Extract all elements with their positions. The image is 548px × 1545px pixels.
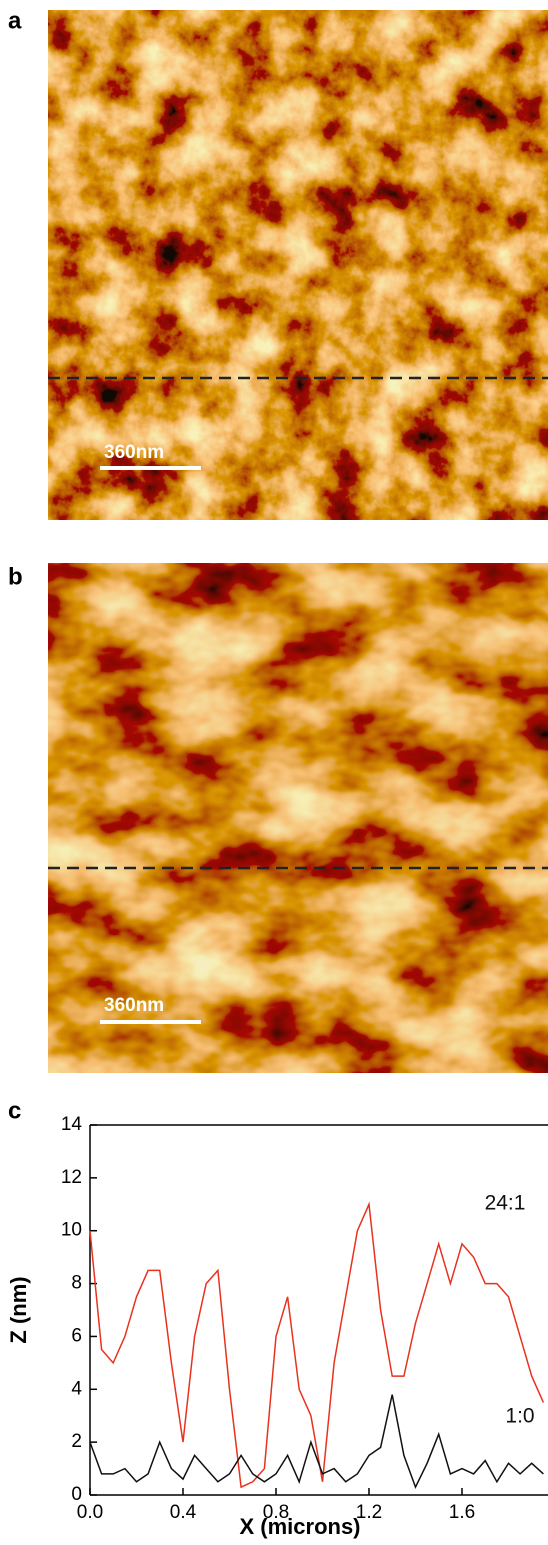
panel-label: b bbox=[8, 563, 23, 590]
series-label: 24:1 bbox=[485, 1192, 526, 1215]
y-tick-label: 8 bbox=[71, 1273, 82, 1294]
series-label: 1:0 bbox=[505, 1405, 534, 1428]
x-tick-label: 1.2 bbox=[356, 1502, 382, 1523]
scale-bar bbox=[100, 466, 201, 470]
line-series bbox=[90, 1395, 543, 1488]
panel-label: a bbox=[8, 7, 22, 34]
x-tick-label: 0.8 bbox=[263, 1502, 289, 1523]
y-axis-label: Z (nm) bbox=[6, 1276, 31, 1343]
scale-bar-label: 360nm bbox=[104, 442, 164, 463]
x-tick-label: 0.0 bbox=[77, 1502, 103, 1523]
x-axis-label: X (microns) bbox=[239, 1514, 360, 1539]
x-tick-label: 0.4 bbox=[170, 1502, 197, 1523]
y-tick-label: 4 bbox=[71, 1378, 82, 1399]
panel-label: c bbox=[8, 1097, 21, 1124]
y-tick-label: 2 bbox=[71, 1431, 82, 1452]
scale-bar-label: 360nm bbox=[104, 995, 164, 1016]
y-tick-label: 14 bbox=[61, 1114, 83, 1135]
y-tick-label: 10 bbox=[61, 1220, 82, 1241]
scale-bar bbox=[100, 1020, 201, 1024]
page: {"panels": [{"label": "a", "scale_bar": … bbox=[0, 0, 548, 1540]
y-tick-label: 12 bbox=[61, 1167, 82, 1188]
figure: a 360nm b 360nm c Z (nm) X (microns) 024… bbox=[0, 0, 548, 1540]
y-tick-label: 6 bbox=[71, 1325, 82, 1346]
x-tick-label: 1.6 bbox=[449, 1502, 475, 1523]
